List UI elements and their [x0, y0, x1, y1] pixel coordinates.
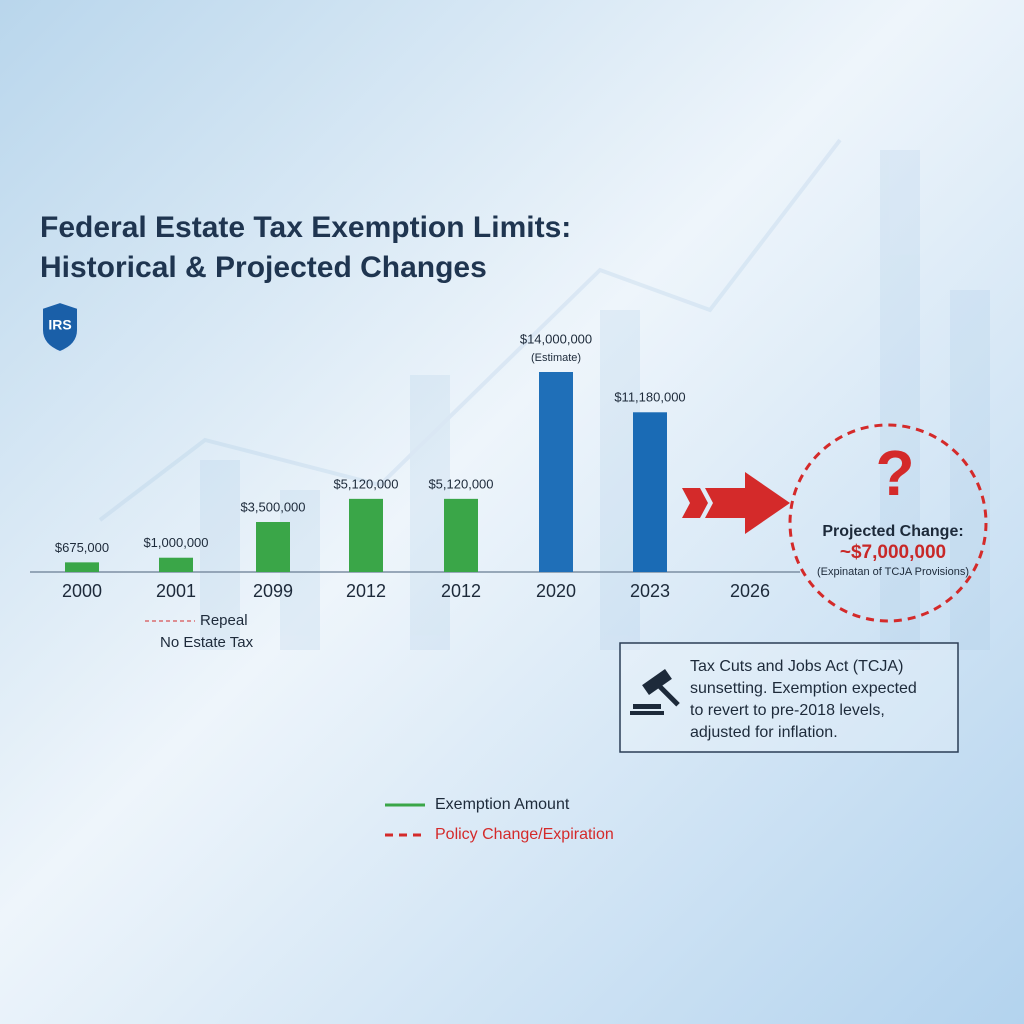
projection-title: Projected Change: — [822, 523, 963, 540]
info-text: sunsetting. Exemption expected — [690, 680, 917, 697]
x-tick-label: 2099 — [253, 581, 293, 601]
info-text: to revert to pre-2018 levels, — [690, 702, 885, 719]
value-label: $5,120,000 — [428, 476, 493, 491]
bar — [65, 562, 99, 572]
legend-label: Policy Change/Expiration — [435, 826, 614, 843]
projection-value: ~$7,000,000 — [840, 542, 946, 563]
bar — [256, 522, 290, 572]
logo: IRS — [41, 300, 79, 354]
x-tick-label: 2012 — [346, 581, 386, 601]
bar — [444, 498, 478, 572]
bar — [539, 372, 573, 572]
chart-title: Federal Estate Tax Exemption Limits: — [40, 211, 571, 244]
x-tick-label: 2000 — [62, 581, 102, 601]
chart-title: Historical & Projected Changes — [40, 251, 487, 284]
x-tick-label: 2026 — [730, 581, 770, 601]
value-label: $11,180,000 — [614, 390, 685, 405]
background-decoration — [98, 138, 990, 650]
value-label: $3,500,000 — [240, 499, 305, 514]
bar — [633, 412, 667, 572]
bar — [159, 557, 193, 572]
projection-note: (Expinatan of TCJA Provisions) — [817, 566, 969, 578]
info-text: Tax Cuts and Jobs Act (TCJA) — [690, 658, 903, 675]
repeal-label: Repeal — [200, 612, 248, 629]
x-tick-label: 2012 — [441, 581, 481, 601]
projection-arrow — [682, 472, 790, 534]
info-text: adjusted for inflation. — [690, 724, 838, 741]
projection-circle — [788, 423, 988, 623]
gavel-icon — [630, 669, 680, 715]
x-tick-label: 2023 — [630, 581, 670, 601]
x-tick-label: 2001 — [156, 581, 196, 601]
value-note: (Estimate) — [531, 352, 581, 364]
value-label: $1,000,000 — [143, 535, 208, 550]
value-label: $14,000,000 — [520, 331, 592, 346]
repeal-label: No Estate Tax — [160, 634, 254, 651]
legend: Exemption Amount Policy Change/Expiratio… — [385, 796, 614, 843]
info-box: Tax Cuts and Jobs Act (TCJA) sunsetting.… — [619, 642, 959, 753]
logo-text: IRS — [48, 317, 71, 333]
bar — [349, 498, 383, 572]
value-label: $675,000 — [55, 540, 109, 555]
value-label: $5,120,000 — [333, 476, 398, 491]
repeal-note: Repeal No Estate Tax — [145, 612, 254, 651]
x-tick-label: 2020 — [536, 581, 576, 601]
projection-symbol: ? — [875, 437, 914, 509]
legend-label: Exemption Amount — [435, 796, 570, 813]
